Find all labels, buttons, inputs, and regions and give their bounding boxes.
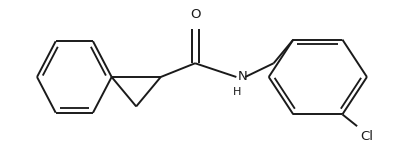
Text: H: H <box>233 87 241 97</box>
Text: O: O <box>189 8 200 21</box>
Text: Cl: Cl <box>359 130 372 143</box>
Text: N: N <box>237 69 247 82</box>
